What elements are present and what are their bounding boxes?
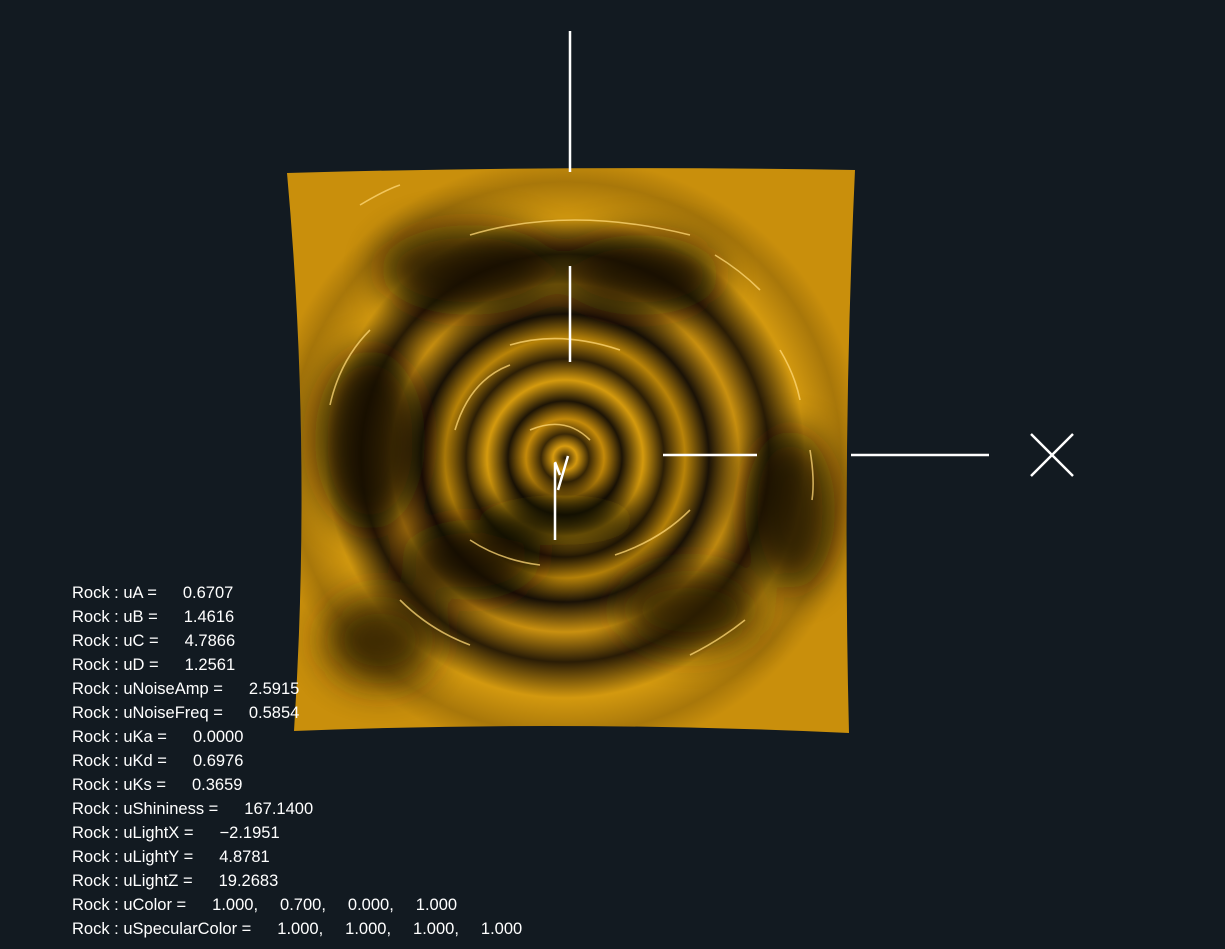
z-axis-segment-b (556, 455, 570, 491)
uniform-label: Rock : uD = (72, 656, 159, 674)
uniform-row: Rock : uLightY = 4.8781 (72, 845, 522, 869)
uniform-row: Rock : uSpecularColor = 1.000, 1.000, 1.000… (72, 917, 522, 941)
uniform-label: Rock : uKa = (72, 728, 167, 746)
uniform-readout: Rock : uA = 0.6707 Rock : uB = 1.4616 Rock :… (72, 581, 522, 941)
uniform-value: 0.700, (280, 896, 326, 914)
x-axis-label (1030, 433, 1074, 477)
uniform-row: Rock : uB = 1.4616 (72, 605, 522, 629)
uniform-label: Rock : uC = (72, 632, 159, 650)
uniform-label: Rock : uNoiseAmp = (72, 680, 223, 698)
uniform-value: 1.000, (413, 920, 459, 938)
uniform-label: Rock : uKd = (72, 752, 167, 770)
uniform-row: Rock : uLightX = −2.1951 (72, 821, 522, 845)
z-axis-segment-c (553, 461, 562, 476)
uniform-label: Rock : uB = (72, 608, 158, 626)
uniform-value: 1.2561 (184, 656, 236, 674)
uniform-value: 19.2683 (218, 872, 279, 890)
uniform-value: 0.0000 (192, 728, 244, 746)
uniform-row: Rock : uKa = 0.0000 (72, 725, 522, 749)
uniform-row: Rock : uA = 0.6707 (72, 581, 522, 605)
uniform-value: 4.7866 (184, 632, 236, 650)
uniform-label: Rock : uA = (72, 584, 157, 602)
uniform-label: Rock : uSpecularColor = (72, 920, 252, 938)
uniform-value: 1.000, (212, 896, 259, 914)
uniform-label: Rock : uColor = (72, 896, 187, 914)
uniform-value: 0.000, (347, 896, 394, 914)
uniform-row: Rock : uColor = 1.000, 0.700, 0.000, 1.000 (72, 893, 522, 917)
uniform-value: 4.8781 (219, 848, 270, 866)
axes (553, 31, 989, 540)
uniform-row: Rock : uNoiseAmp = 2.5915 (72, 677, 522, 701)
uniform-row: Rock : uKs = 0.3659 (72, 773, 522, 797)
uniform-row: Rock : uNoiseFreq = 0.5854 (72, 701, 522, 725)
uniform-row: Rock : uC = 4.7866 (72, 629, 522, 653)
uniform-value: 0.3659 (192, 776, 243, 794)
uniform-value: 0.5854 (248, 704, 300, 722)
uniform-label: Rock : uLightX = (72, 824, 194, 842)
uniform-label: Rock : uLightZ = (72, 872, 193, 890)
uniform-row: Rock : uLightZ = 19.2683 (72, 869, 522, 893)
uniform-value: 1.000, (345, 920, 392, 938)
uniform-value: 1.000, (277, 920, 324, 938)
uniform-row: Rock : uKd = 0.6976 (72, 749, 522, 773)
uniform-label: Rock : uKs = (72, 776, 166, 794)
uniform-value: 167.1400 (244, 800, 314, 818)
uniform-value: 2.5915 (248, 680, 300, 698)
rock-surface (287, 168, 855, 734)
uniform-row: Rock : uD = 1.2561 (72, 653, 522, 677)
uniform-value: 1.000 (415, 896, 458, 914)
uniform-value: 1.000 (480, 920, 523, 938)
uniform-value: 0.6707 (182, 584, 234, 602)
uniform-row: Rock : uShininess = 167.1400 (72, 797, 522, 821)
uniform-value: −2.1951 (219, 824, 280, 842)
uniform-value: 1.4616 (183, 608, 235, 626)
uniform-label: Rock : uShininess = (72, 800, 219, 818)
uniform-label: Rock : uNoiseFreq = (72, 704, 223, 722)
uniform-label: Rock : uLightY = (72, 848, 194, 866)
uniform-value: 0.6976 (192, 752, 244, 770)
